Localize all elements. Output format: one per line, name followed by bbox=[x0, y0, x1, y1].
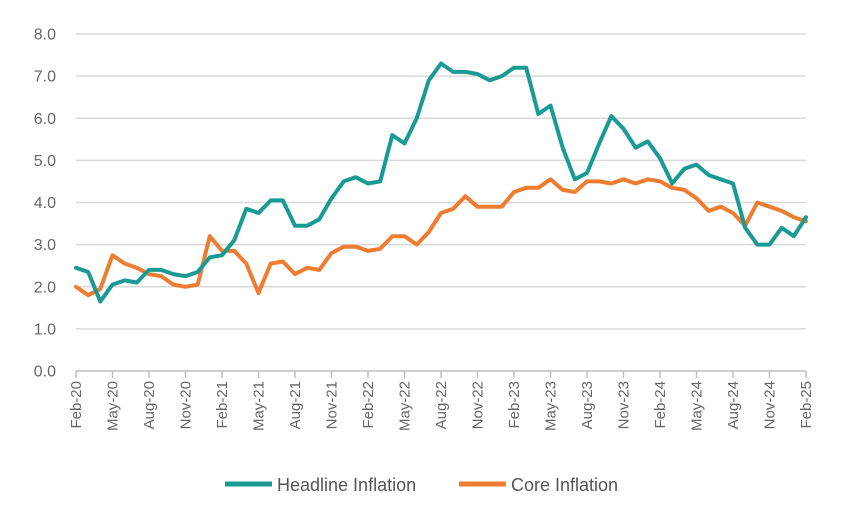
x-tick-label: Aug-21 bbox=[287, 381, 304, 429]
x-tick-label: Feb-22 bbox=[360, 381, 377, 429]
legend-label-headline: Headline Inflation bbox=[277, 475, 416, 495]
grid-lines bbox=[76, 33, 806, 372]
x-tick-label: Aug-23 bbox=[579, 381, 596, 429]
y-tick-label: 7.0 bbox=[34, 69, 56, 86]
series-line-headline bbox=[74, 61, 808, 304]
x-tick-label: May-24 bbox=[689, 381, 706, 431]
series-lines bbox=[74, 61, 808, 304]
y-tick-label: 5.0 bbox=[34, 153, 56, 170]
x-tick-label: May-22 bbox=[397, 381, 414, 431]
x-tick-label: Feb-25 bbox=[798, 381, 815, 429]
y-tick-label: 6.0 bbox=[34, 111, 56, 128]
y-axis-ticks: 0.0 1.0 2.0 3.0 4.0 5.0 6.0 7.0 8.0 bbox=[34, 27, 56, 381]
legend-label-core: Core Inflation bbox=[511, 475, 618, 495]
x-tick-label: Feb-23 bbox=[506, 381, 523, 429]
x-tick-label: Nov-24 bbox=[762, 381, 779, 429]
x-tick-label: Aug-20 bbox=[141, 381, 158, 429]
x-tick-label: May-21 bbox=[251, 381, 268, 431]
series-line-core bbox=[74, 177, 808, 298]
x-tick-label: May-20 bbox=[105, 381, 122, 431]
x-tick-label: Nov-23 bbox=[616, 381, 633, 429]
y-tick-label: 2.0 bbox=[34, 279, 56, 296]
x-tick-label: Nov-21 bbox=[324, 381, 341, 429]
y-tick-label: 0.0 bbox=[34, 364, 56, 381]
x-tick-label: Aug-24 bbox=[725, 381, 742, 429]
x-tick-label: Nov-20 bbox=[178, 381, 195, 429]
y-tick-label: 4.0 bbox=[34, 195, 56, 212]
y-tick-label: 8.0 bbox=[34, 27, 56, 44]
x-tick-label: Aug-22 bbox=[433, 381, 450, 429]
x-tick-label: Feb-21 bbox=[214, 381, 231, 429]
legend: Headline Inflation Core Inflation bbox=[225, 475, 618, 495]
y-tick-label: 1.0 bbox=[34, 321, 56, 338]
x-tick-label: Nov-22 bbox=[470, 381, 487, 429]
y-tick-label: 3.0 bbox=[34, 237, 56, 254]
x-tick-label: Feb-24 bbox=[652, 381, 669, 429]
x-tick-label: May-23 bbox=[543, 381, 560, 431]
x-axis-ticks: Feb-20 May-20 Aug-20 Nov-20 Feb-21 May-21 Aug-… bbox=[68, 371, 815, 431]
x-tick-label: Feb-20 bbox=[68, 381, 85, 429]
